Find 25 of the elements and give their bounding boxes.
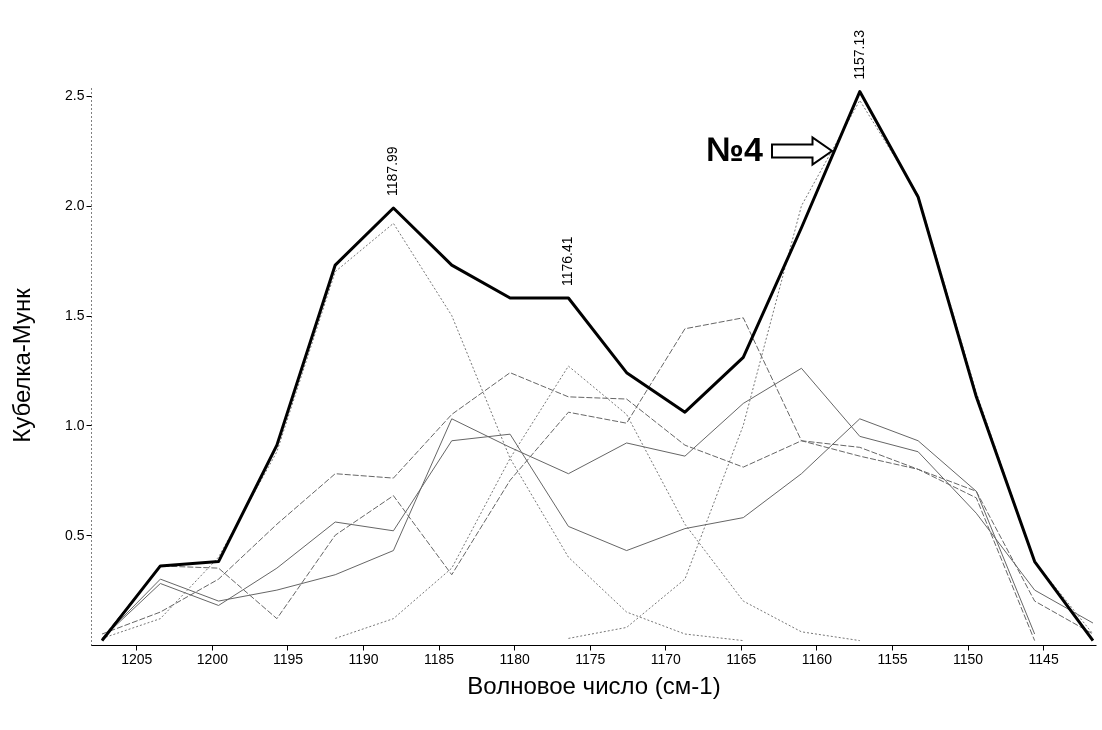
annotation: №4 [706,130,764,168]
line-series [100,90,1095,643]
annotation: 1157.13 [850,29,867,80]
annotation: 1187.99 [384,146,401,196]
x-tick-label: 1185 [424,650,455,667]
x-tick-label: 1150 [952,650,984,667]
y-tick-label: 0.5 [65,526,85,543]
x-tick-label: 1200 [196,650,229,667]
x-tick-label: 1205 [121,650,153,667]
x-tick-label: 1165 [726,650,757,667]
x-tick-label: 1155 [877,650,908,667]
annotation: 1176.41 [559,236,576,287]
x-tick-label: 1180 [499,650,530,667]
x-axis-title: Волновое число (см-1) [467,671,721,699]
y-tick-label: 1.5 [65,307,85,324]
y-tick-label: 2.0 [65,197,85,214]
x-tick-label: 1195 [272,650,304,667]
y-tick-label: 1.0 [65,416,85,433]
x-tick-label: 1160 [801,650,833,667]
x-tick-label: 1190 [348,650,379,667]
x-tick-label: 1175 [575,650,606,667]
y-axis-title: Кубелка-Мунк [8,287,36,443]
x-tick-label: 1170 [650,650,682,667]
y-tick-label: 2.5 [65,87,85,104]
x-tick-label: 1145 [1028,650,1059,667]
